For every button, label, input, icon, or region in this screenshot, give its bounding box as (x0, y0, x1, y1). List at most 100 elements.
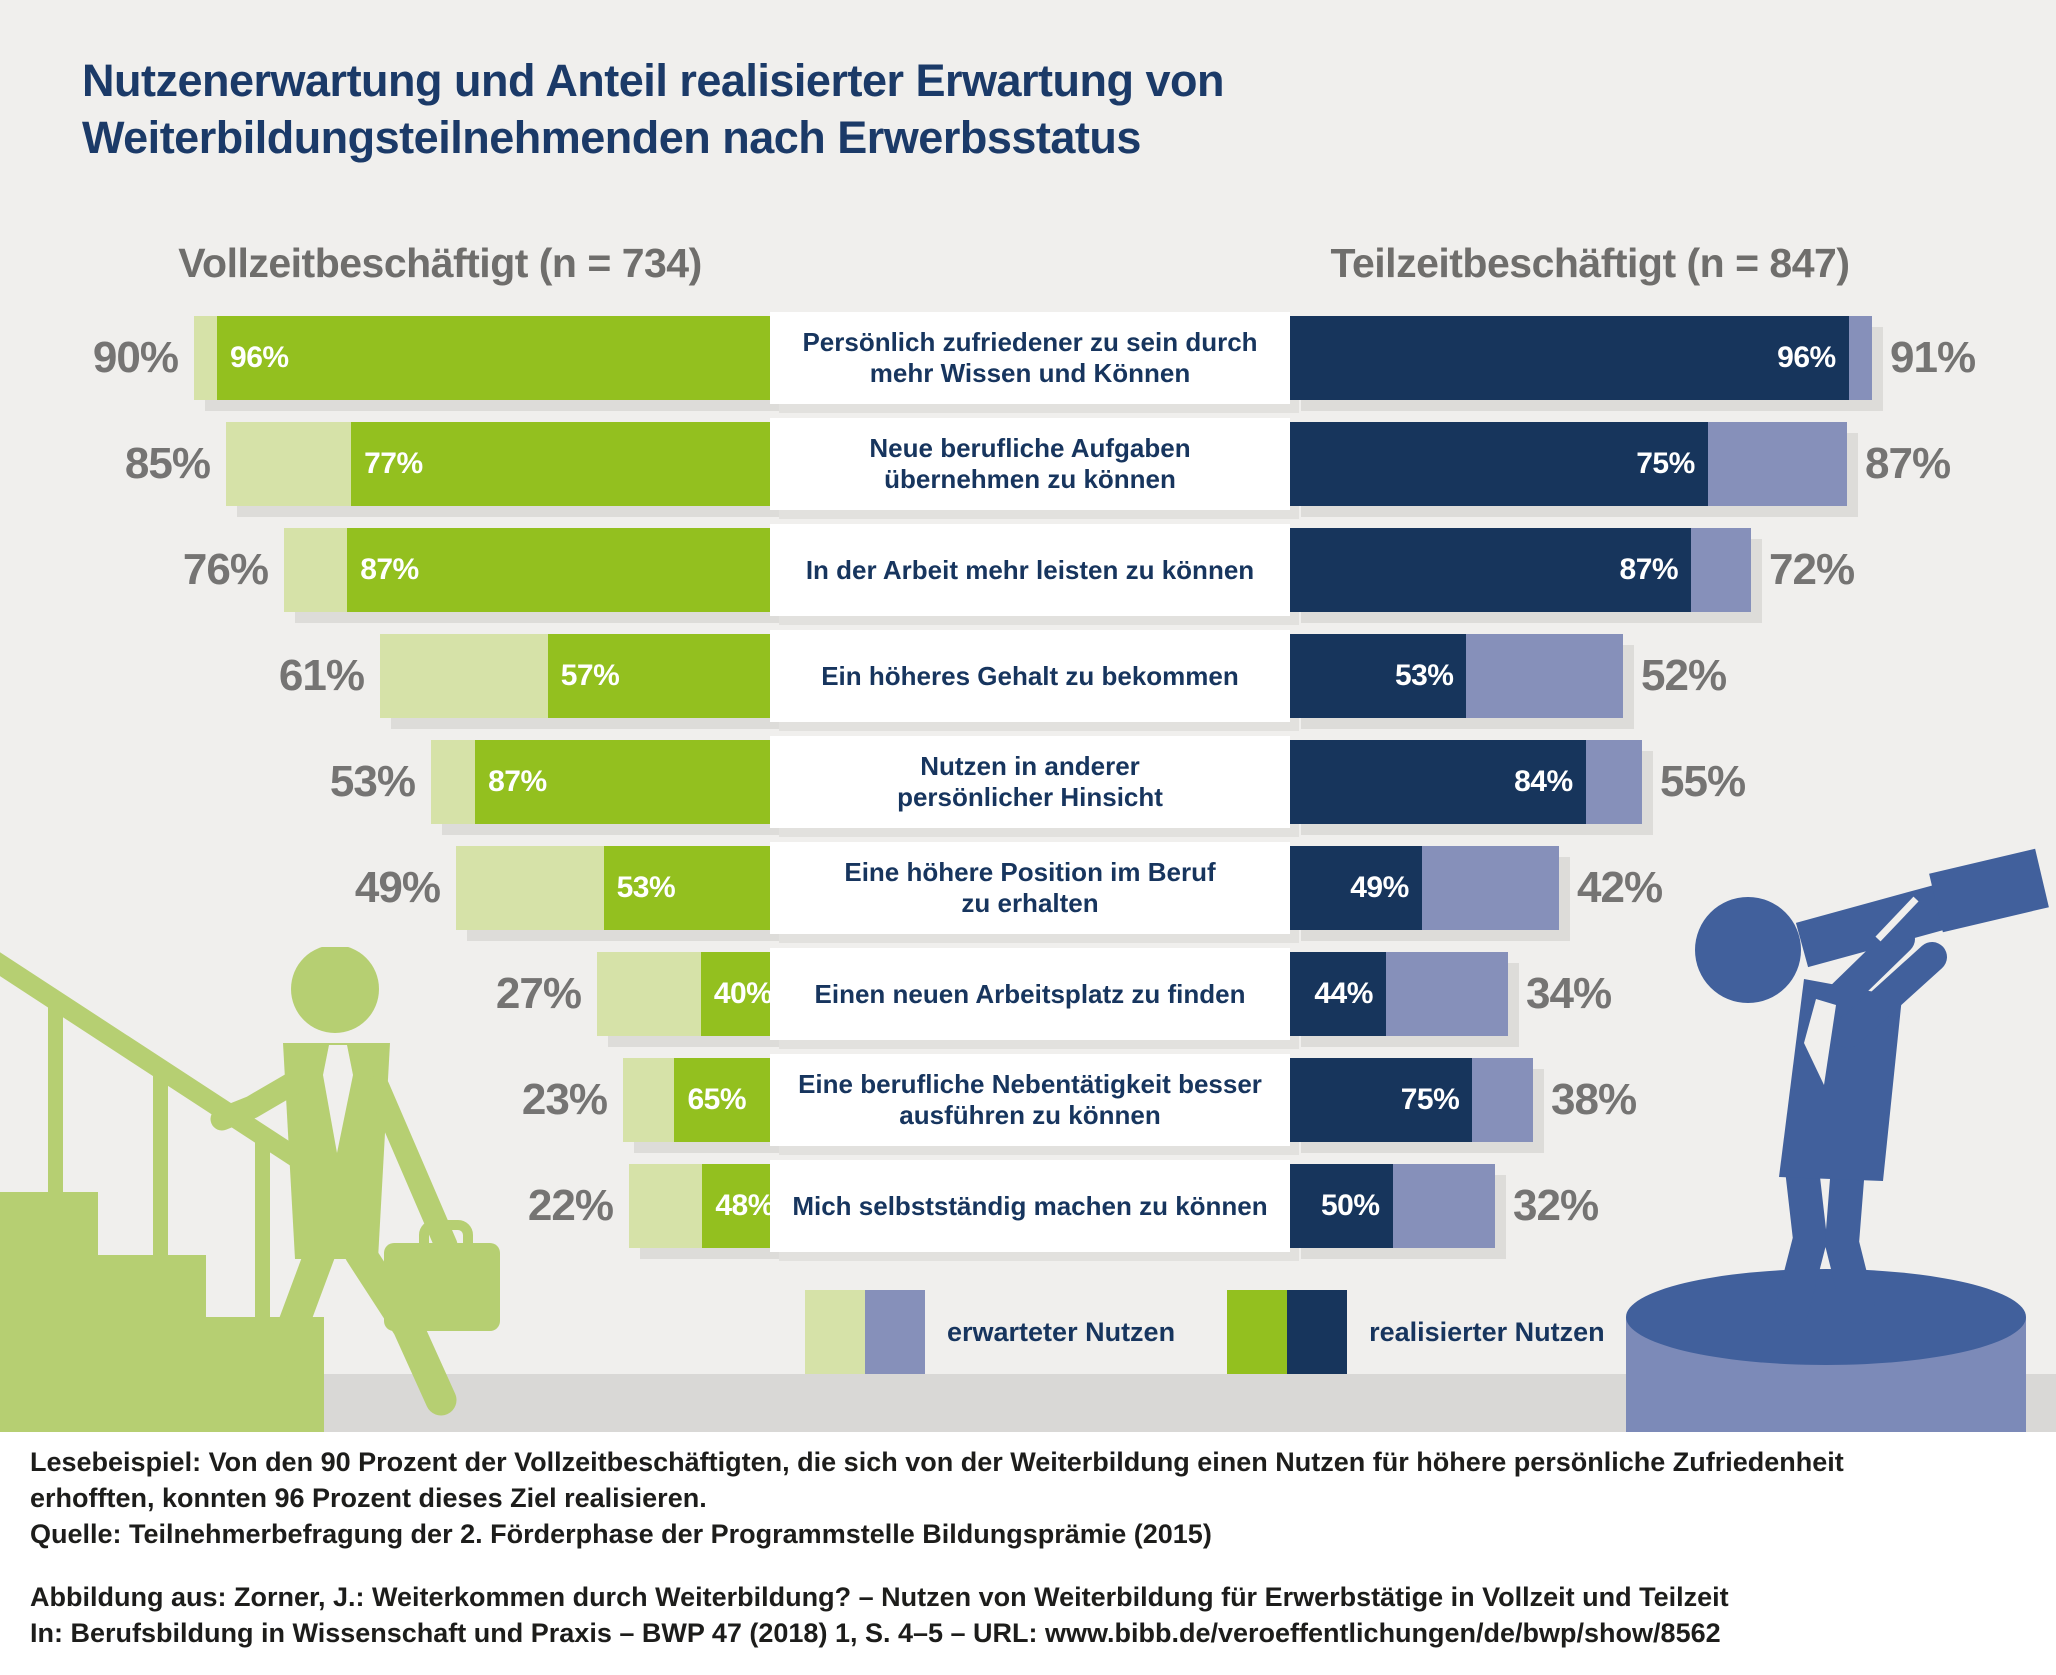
expected-pct-label: 72% (1769, 545, 1855, 594)
category-label-line-1: In der Arbeit mehr leisten zu können (805, 554, 1255, 585)
realized-segment: 48% (702, 1164, 774, 1248)
expected-pct-label: 34% (1526, 969, 1612, 1018)
realized-segment: 87% (347, 528, 770, 612)
realized-pct-label: 96% (1777, 341, 1836, 374)
chart-row: 76% 87% In der Arbeit mehr leisten zu kö… (0, 524, 2056, 616)
realized-segment: 87% (475, 740, 770, 824)
quelle-line: Quelle: Teilnehmerbefragung der 2. Förde… (30, 1519, 1212, 1549)
expected-pct-label: 49% (354, 863, 441, 912)
realized-pct-label: 48% (715, 1189, 774, 1222)
realized-pct-label: 53% (1394, 659, 1454, 692)
teilzeit-bar: 53% (1290, 634, 1623, 718)
realized-pct-label: 65% (687, 1083, 746, 1116)
legend-label-expected: erwarteter Nutzen (947, 1316, 1176, 1347)
category-label-box: Eine berufliche Nebentätigkeit besser au… (770, 1054, 1290, 1146)
page-title: Nutzenerwartung und Anteil realisierter … (82, 52, 1582, 166)
legend-item-expected: erwarteter Nutzen (805, 1290, 1175, 1374)
expected-segment (456, 846, 604, 930)
expected-segment (284, 528, 348, 612)
expected-pct-label: 32% (1513, 1181, 1599, 1230)
chart-row: 49% 53% Eine höhere Position im Beruf zu… (0, 842, 2056, 934)
category-label-line-1: Neue berufliche Aufgaben (869, 433, 1191, 463)
realized-pct-label: 53% (616, 871, 676, 904)
category-label-line-2: persönlicher Hinsicht (897, 782, 1163, 812)
realized-pct-label: 75% (1400, 1083, 1460, 1116)
chart-row: 90% 96% Persönlich zufriedener zu sein d… (0, 312, 2056, 404)
realized-pct-label: 77% (364, 447, 423, 480)
in-url-line: In: Berufsbildung in Wissenschaft und Pr… (30, 1618, 1721, 1648)
expected-pct-label: 85% (124, 439, 211, 488)
realized-segment: 96% (217, 316, 770, 400)
realized-pct-label: 49% (1350, 871, 1409, 904)
expected-segment (194, 316, 218, 400)
expected-pct-label: 38% (1551, 1075, 1637, 1124)
category-label-line-1: Eine höhere Position im Beruf (844, 857, 1216, 887)
group-header-teilzeit: Teilzeitbeschäftigt (n = 847) (1330, 240, 1850, 286)
category-label-line-2: ausführen zu können (899, 1100, 1161, 1130)
group-header-vollzeit: Vollzeitbeschäftigt (n = 734) (178, 240, 702, 286)
category-label-line-1: Eine berufliche Nebentätigkeit besser (798, 1069, 1262, 1099)
expected-pct-label: 76% (182, 545, 269, 594)
expected-segment (629, 1164, 703, 1248)
legend-swatch-realized-blue (1287, 1290, 1348, 1374)
expected-segment (431, 740, 476, 824)
realized-pct-label: 40% (713, 977, 773, 1010)
realized-segment: 87% (1290, 528, 1692, 612)
vollzeit-bar: 48% (629, 1164, 774, 1248)
stairs-climber-illustration (0, 947, 500, 1432)
legend-swatch-expected-blue (865, 1290, 925, 1374)
chart-row: 61% 57% Ein höheres Gehalt zu bekommen 5… (0, 630, 2056, 722)
footer-notes: Lesebeispiel: Von den 90 Prozent der Vol… (30, 1444, 2030, 1651)
vollzeit-bar: 96% (194, 316, 770, 400)
telescope-observer-illustration (1626, 848, 2049, 1432)
teilzeit-bar: 87% (1290, 528, 1751, 612)
realized-pct-label: 87% (360, 553, 419, 586)
realized-pct-label: 87% (1619, 553, 1679, 586)
category-label-box: Nutzen in anderer persönlicher Hinsicht (770, 736, 1290, 828)
expected-segment (1707, 422, 1847, 506)
realized-segment: 49% (1290, 846, 1422, 930)
realized-segment: 53% (603, 846, 770, 930)
realized-segment: 65% (674, 1058, 770, 1142)
category-label-line-2: zu erhalten (961, 888, 1099, 918)
expected-pct-label: 52% (1641, 651, 1727, 700)
vollzeit-bar: 65% (623, 1058, 770, 1142)
vollzeit-bar: 77% (226, 422, 770, 506)
category-label-line-1: Persönlich zufriedener zu sein durch (802, 327, 1258, 357)
chart-stage: Nutzenerwartung und Anteil realisierter … (0, 0, 2056, 1432)
expected-segment (623, 1058, 675, 1142)
expected-segment (1421, 846, 1559, 930)
category-label-box: Mich selbstständig machen zu können (770, 1160, 1290, 1252)
category-label-box: Persönlich zufriedener zu sein durch meh… (770, 312, 1290, 404)
chart-row: 23% 65% Eine berufliche Nebentätigkeit b… (0, 1054, 2056, 1146)
expected-pct-label: 53% (329, 757, 416, 806)
expected-segment (1466, 634, 1623, 718)
expected-segment (1585, 740, 1642, 824)
chart-rows: 90% 96% Persönlich zufriedener zu sein d… (0, 312, 2056, 1266)
category-label-box: In der Arbeit mehr leisten zu können (770, 524, 1290, 616)
chart-row: 85% 77% Neue berufliche Aufgaben überneh… (0, 418, 2056, 510)
category-label-line-2: mehr Wissen und Können (869, 358, 1191, 388)
expected-pct-label: 23% (521, 1075, 608, 1124)
expected-segment (1385, 952, 1508, 1036)
lesebeispiel-line-2: erhofften, konnten 96 Prozent dieses Zie… (30, 1483, 707, 1513)
expected-segment (1691, 528, 1751, 612)
vollzeit-bar: 57% (380, 634, 770, 718)
legend-swatch-realized-green (1227, 1290, 1288, 1374)
realized-pct-label: 57% (560, 659, 620, 692)
teilzeit-bar: 96% (1290, 316, 1872, 400)
page-title-line-2: Weiterbildungsteilnehmenden nach Erwerbs… (82, 112, 1141, 163)
expected-segment (1472, 1058, 1533, 1142)
realized-segment: 75% (1290, 1058, 1473, 1142)
chart-row: 53% 87% Nutzen in anderer persönlicher H… (0, 736, 2056, 828)
teilzeit-bar: 44% (1290, 952, 1508, 1036)
teilzeit-bar: 75% (1290, 1058, 1533, 1142)
realized-segment: 84% (1290, 740, 1586, 824)
page-title-line-1: Nutzenerwartung und Anteil realisierter … (82, 55, 1225, 106)
expected-pct-label: 42% (1577, 863, 1663, 912)
realized-segment: 96% (1290, 316, 1849, 400)
vollzeit-bar: 53% (456, 846, 770, 930)
realized-segment: 53% (1290, 634, 1467, 718)
chart-row: 22% 48% Mich selbstständig machen zu kön… (0, 1160, 2056, 1252)
expected-segment (1848, 316, 1872, 400)
